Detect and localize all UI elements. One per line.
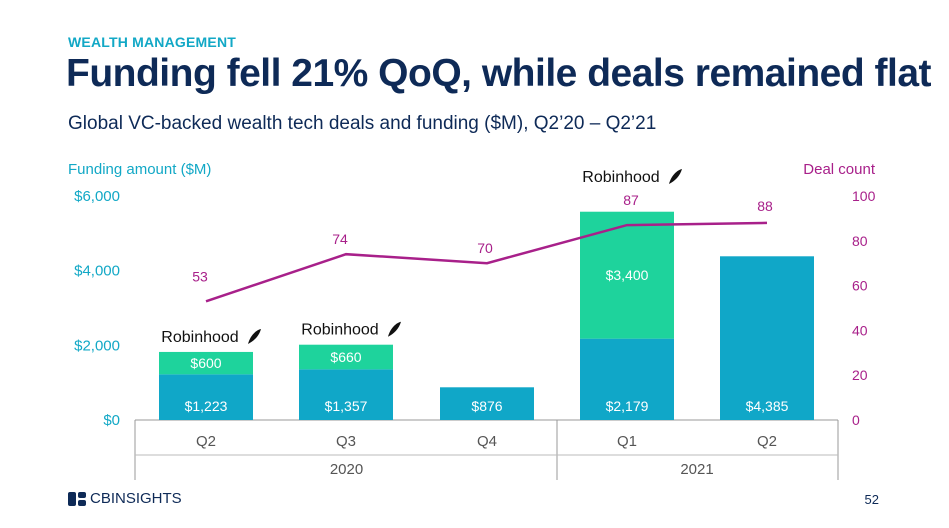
feather-icon — [388, 321, 401, 337]
y-left-tick-label: $0 — [103, 412, 120, 429]
section-kicker: WEALTH MANAGEMENT — [68, 34, 237, 50]
feather-icon — [669, 169, 682, 184]
deal-count-line — [205, 221, 768, 303]
bar-base-funding — [720, 256, 814, 420]
bar-base-label: $1,357 — [325, 398, 368, 414]
cb-logo-icon — [68, 491, 86, 506]
bar-robinhood-label: $600 — [190, 355, 221, 371]
deal-count-label: 70 — [477, 240, 493, 256]
y-left-tick-label: $4,000 — [74, 263, 120, 280]
y-right-tick-label: 0 — [852, 412, 860, 428]
bar-robinhood-funding — [159, 351, 253, 375]
y-right-axis-label: Deal count — [803, 161, 876, 178]
deal-count-label: 88 — [757, 198, 773, 214]
bar-robinhood-funding — [299, 344, 393, 370]
robinhood-annotation: Robinhood — [582, 169, 659, 186]
y-left-tick-label: $2,000 — [74, 337, 120, 354]
page-title: Funding fell 21% QoQ, while deals remain… — [66, 52, 932, 95]
bar-base-funding — [580, 338, 674, 420]
deal-count-label: 53 — [192, 268, 208, 284]
x-tick-label: Q1 — [617, 433, 637, 450]
x-tick-label: Q2 — [757, 433, 777, 450]
bar-base-funding — [440, 387, 534, 420]
bar-robinhood-label: $660 — [330, 349, 361, 365]
brand-name: CBINSIGHTS — [90, 490, 182, 507]
deal-count-label: 87 — [623, 192, 639, 208]
x-tick-label: Q3 — [336, 433, 356, 450]
y-right-tick-label: 80 — [852, 233, 868, 249]
y-left-axis-label: Funding amount ($M) — [68, 161, 211, 178]
y-right-tick-label: 20 — [852, 367, 868, 383]
x-tick-label: Q4 — [477, 433, 497, 450]
bar-robinhood-label: $3,400 — [606, 267, 649, 283]
y-left-tick-label: $6,000 — [74, 188, 120, 205]
feather-icon — [248, 328, 261, 344]
x-group-label: 2021 — [680, 461, 713, 478]
x-tick-label: Q2 — [196, 433, 216, 450]
y-right-tick-label: 100 — [852, 188, 876, 204]
bar-base-label: $876 — [471, 398, 502, 414]
bar-base-funding — [299, 369, 393, 420]
bar-base-label: $4,385 — [746, 398, 789, 414]
page-subtitle: Global VC-backed wealth tech deals and f… — [68, 113, 657, 134]
bar-base-funding — [159, 374, 253, 420]
robinhood-annotation: Robinhood — [161, 329, 238, 346]
bar-base-label: $1,223 — [185, 398, 228, 414]
x-group-label: 2020 — [330, 461, 363, 478]
y-right-tick-label: 60 — [852, 278, 868, 294]
deal-count-label: 74 — [332, 231, 348, 247]
bar-base-label: $2,179 — [606, 398, 649, 414]
robinhood-annotation: Robinhood — [301, 322, 378, 339]
y-right-tick-label: 40 — [852, 322, 868, 338]
cb-insights-logo: CBINSIGHTS — [68, 490, 182, 507]
page-number: 52 — [864, 492, 879, 507]
